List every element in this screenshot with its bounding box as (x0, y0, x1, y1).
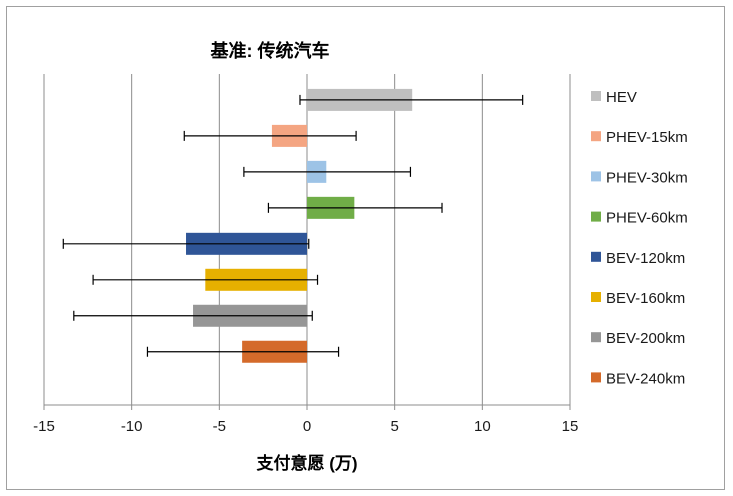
legend-label: PHEV-15km (606, 129, 688, 146)
x-tick-label: 15 (562, 418, 579, 435)
legend-swatch (591, 211, 601, 222)
grid-lines (43, 74, 571, 405)
x-tick-label: -5 (213, 418, 226, 435)
legend-swatch (591, 91, 601, 101)
x-tick-label: -10 (121, 418, 143, 435)
x-tick-labels: -15 -10 -5 0 5 10 15 (33, 405, 578, 435)
legend-label: BEV-160km (606, 290, 685, 307)
chart-frame (6, 6, 725, 490)
x-axis-label: 支付意愿 (万) (256, 453, 357, 473)
legend: HEV PHEV-15km PHEV-30km PHEV-60km BEV-120km B… (591, 89, 688, 387)
x-tick-label: 10 (474, 418, 491, 435)
legend-label: PHEV-30km (606, 169, 688, 186)
chart-title: 基准: 传统汽车 (210, 40, 330, 61)
legend-swatch (591, 171, 601, 182)
legend-label: BEV-120km (606, 250, 685, 267)
legend-label: BEV-200km (606, 330, 685, 347)
error-bars-group (62, 94, 524, 357)
legend-label: BEV-240km (606, 370, 685, 387)
x-tick-label: 5 (390, 418, 398, 435)
legend-swatch (591, 332, 601, 343)
legend-swatch (591, 292, 601, 302)
x-tick-label: -15 (33, 418, 55, 435)
legend-swatch (591, 251, 601, 262)
legend-swatch (591, 372, 601, 383)
legend-swatch (591, 131, 601, 142)
legend-label: PHEV-60km (606, 210, 688, 227)
legend-label: HEV (606, 89, 637, 106)
bars-group (186, 88, 413, 363)
x-tick-label: 0 (303, 418, 311, 435)
